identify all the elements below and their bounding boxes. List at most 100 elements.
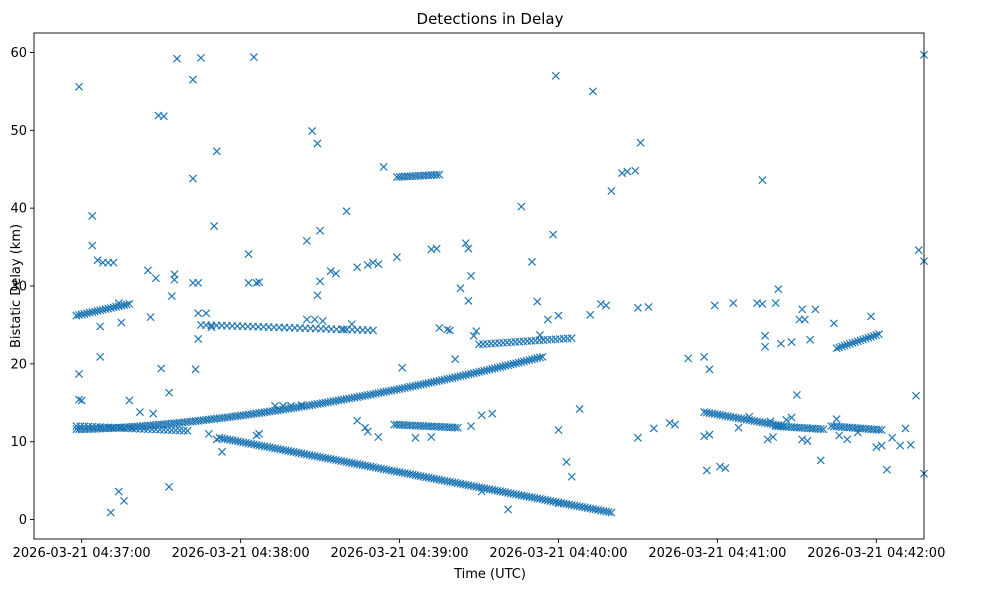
data-point (432, 244, 441, 253)
data-point (255, 429, 264, 438)
data-point (800, 315, 809, 324)
data-point (398, 363, 407, 372)
data-point (710, 301, 719, 310)
data-point (363, 427, 372, 436)
y-tick-label: 0 (19, 513, 27, 528)
data-point (840, 341, 849, 350)
data-point (665, 418, 674, 428)
data-point (906, 440, 915, 449)
data-point (702, 466, 711, 475)
data-point (761, 342, 770, 351)
data-point (527, 257, 537, 266)
data-point (109, 258, 118, 267)
data-point (533, 297, 542, 306)
data-point (310, 315, 319, 324)
data-point (467, 422, 476, 431)
y-tick-label: 20 (10, 357, 27, 372)
data-point (758, 299, 767, 308)
data-point (535, 353, 544, 362)
data-point (549, 230, 558, 239)
data-point (88, 241, 97, 250)
data-point (562, 457, 571, 466)
data-point (477, 411, 486, 420)
data-point (856, 336, 865, 345)
x-tick-label: 2026-03-21 04:42:00 (807, 546, 945, 561)
data-point (864, 333, 873, 342)
data-point (165, 482, 174, 491)
data-point (173, 54, 182, 63)
data-point (504, 505, 513, 514)
data-point (853, 337, 862, 346)
data-point (901, 424, 910, 433)
data-point (835, 431, 844, 440)
y-tick-label: 50 (10, 124, 27, 139)
data-point (837, 342, 846, 351)
data-point (143, 266, 152, 275)
data-point (586, 310, 595, 319)
data-point (644, 302, 653, 312)
data-point (771, 299, 780, 308)
data-point (575, 404, 584, 414)
data-point (716, 462, 725, 471)
data-point (843, 340, 852, 349)
data-point (874, 425, 883, 434)
data-point (798, 435, 807, 444)
data-point (896, 441, 905, 450)
data-point (125, 396, 134, 405)
y-tick-label: 10 (10, 435, 27, 450)
data-point (604, 508, 613, 517)
data-point (207, 323, 216, 332)
data-point (705, 365, 714, 374)
data-point (543, 315, 552, 324)
x-axis-label: Time (UTC) (453, 567, 526, 582)
data-point (888, 433, 897, 442)
data-point (633, 303, 642, 312)
data-point (77, 396, 86, 405)
data-point (835, 343, 844, 352)
y-axis-label: Bistatic Delay (km) (9, 224, 24, 348)
data-point (567, 334, 576, 343)
data-point (758, 176, 767, 185)
data-point (353, 416, 362, 425)
data-point (204, 429, 213, 438)
data-point (432, 170, 441, 179)
data-point (819, 425, 828, 434)
data-point (877, 425, 886, 435)
plot-area (72, 50, 929, 517)
data-point (453, 423, 462, 432)
data-point (194, 309, 203, 318)
data-point (316, 226, 325, 235)
data-point (96, 352, 105, 361)
data-point (631, 166, 640, 175)
data-point (866, 312, 876, 321)
data-point (768, 432, 778, 442)
data-point (816, 456, 825, 465)
data-point (255, 278, 264, 287)
x-tick-label: 2026-03-21 04:41:00 (648, 546, 786, 561)
axes: 0 10 20 30 40 50 60 2026-03-21 04:37:00 2026-03-… (10, 32, 945, 561)
data-point (75, 395, 84, 404)
data-point (427, 432, 436, 442)
data-point (165, 388, 174, 397)
data-point (607, 187, 616, 196)
data-point (464, 296, 473, 305)
data-point (469, 331, 478, 340)
data-point (122, 300, 131, 309)
data-point (210, 222, 219, 231)
data-point (705, 430, 714, 439)
data-point (159, 112, 168, 121)
data-point (872, 331, 881, 340)
data-point (866, 332, 876, 341)
data-point (517, 202, 526, 211)
data-point (633, 433, 642, 442)
data-point (882, 465, 891, 474)
data-point (869, 331, 878, 341)
data-point (551, 71, 560, 80)
data-point (252, 278, 261, 287)
data-point (96, 322, 105, 331)
data-point (117, 318, 126, 327)
data-point (353, 263, 362, 272)
data-point (607, 508, 616, 517)
data-point (684, 354, 693, 363)
data-point (776, 339, 785, 348)
